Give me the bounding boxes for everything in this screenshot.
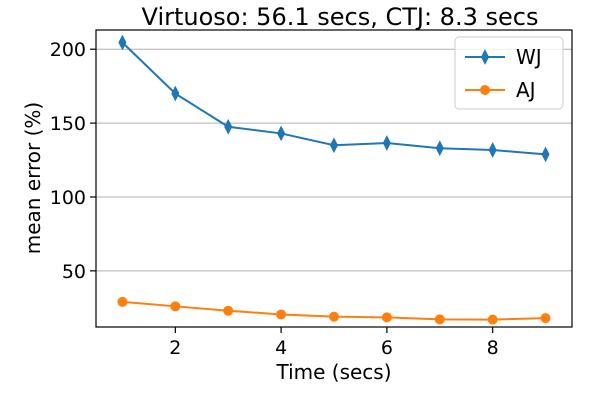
legend-swatch-marker [480, 49, 490, 65]
legend-item-aj: AJ [465, 78, 536, 102]
legend-item-wj: WJ [465, 45, 542, 69]
legend-label: AJ [516, 78, 536, 102]
x-tick-label: 8 [487, 337, 499, 359]
y-axis-label: mean error (%) [21, 102, 45, 254]
x-tick-label: 6 [381, 337, 393, 359]
data-point-wj [382, 135, 391, 151]
legend-swatch-marker [480, 85, 490, 95]
data-point-wj [118, 34, 127, 51]
x-tick-label: 4 [275, 337, 287, 359]
data-point-aj [434, 314, 445, 325]
series-layer [117, 34, 551, 325]
data-point-aj [381, 312, 392, 323]
data-point-wj [488, 142, 497, 158]
x-axis-label: Time (secs) [275, 360, 391, 384]
data-point-wj [435, 140, 444, 157]
series-wj [118, 34, 550, 163]
data-point-wj [541, 146, 550, 163]
data-point-aj [276, 309, 287, 320]
y-tick-label: 150 [50, 113, 86, 135]
data-point-wj [224, 118, 233, 135]
data-point-wj [171, 85, 180, 102]
legend-label: WJ [516, 45, 542, 69]
data-point-wj [277, 125, 286, 142]
chart-title: Virtuoso: 56.1 secs, CTJ: 8.3 secs [142, 3, 539, 31]
legend-box [454, 36, 564, 110]
data-point-aj [487, 314, 498, 325]
data-point-aj [117, 296, 128, 307]
x-axis-ticks: 2 4 6 8 [169, 327, 499, 359]
x-tick-label: 2 [169, 337, 181, 359]
y-tick-label: 50 [62, 261, 86, 283]
y-axis-ticks: 50 100 150 200 [50, 39, 96, 283]
legend: WJ AJ [454, 36, 564, 110]
data-point-wj [329, 137, 339, 154]
y-tick-label: 100 [50, 187, 86, 209]
data-point-aj [329, 311, 339, 322]
series-aj [117, 296, 551, 325]
data-point-aj [540, 313, 551, 324]
data-point-aj [170, 301, 181, 312]
y-tick-label: 200 [50, 39, 86, 61]
data-point-aj [223, 305, 234, 316]
plot-frame [95, 29, 573, 328]
